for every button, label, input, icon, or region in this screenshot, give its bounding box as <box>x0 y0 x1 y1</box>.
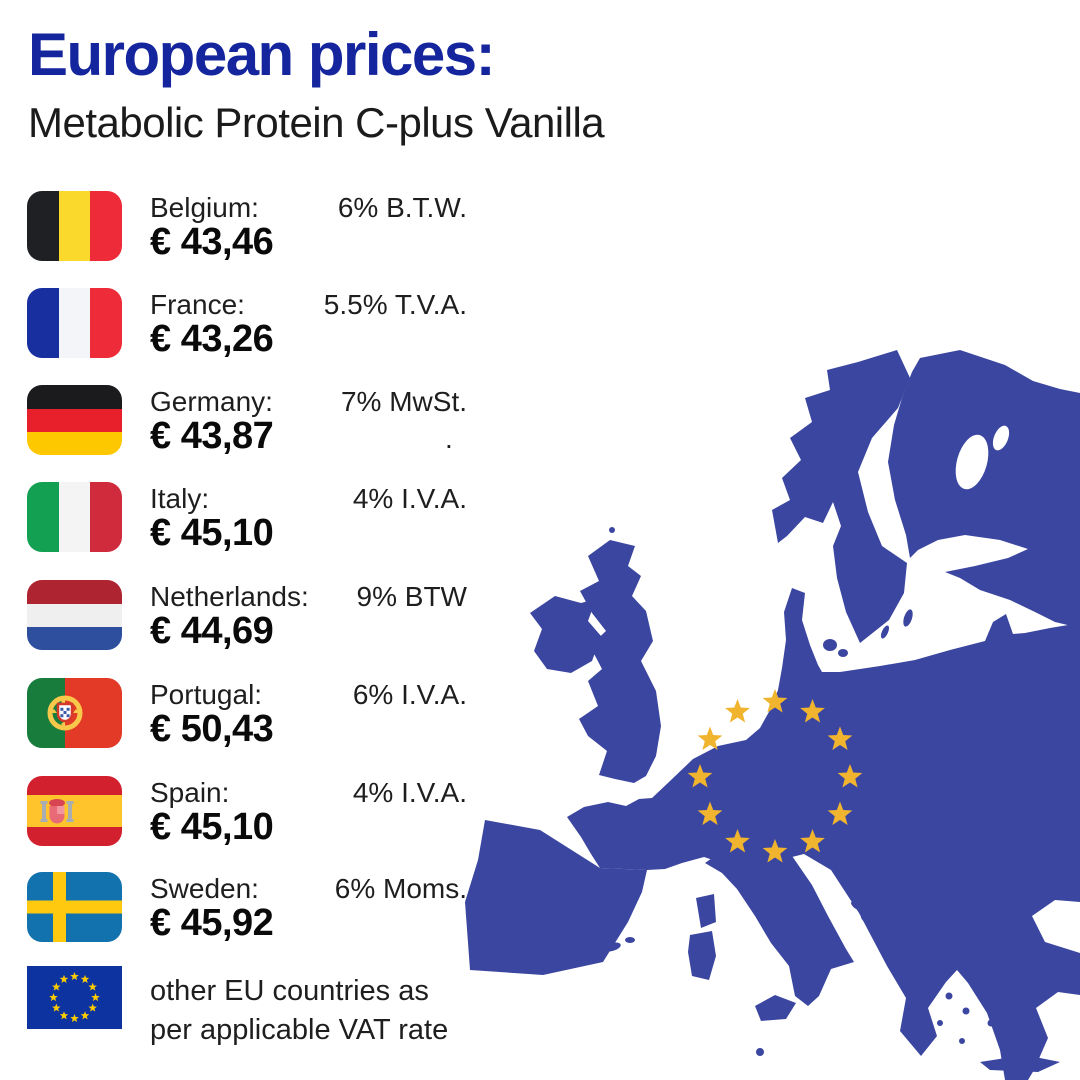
footer-row-eu: other EU countries as per applicable VAT… <box>27 966 467 1056</box>
vat-rate: 6% I.V.A. <box>352 679 467 710</box>
price-value: € 45,10 <box>150 512 274 554</box>
country-label: Germany: <box>150 386 273 417</box>
price-row-belgium: Belgium: 6% B.T.W. € 43,46 <box>27 191 467 263</box>
eu-flag-icon <box>27 966 122 1029</box>
price-value: € 45,92 <box>150 902 274 944</box>
vat-rate: 4% I.V.A. <box>352 483 467 514</box>
price-value: € 44,69 <box>150 610 274 652</box>
stray-period: . <box>445 423 453 454</box>
country-label: France: <box>150 289 245 320</box>
germany-flag-icon <box>27 385 122 455</box>
price-row-portugal: Portugal: 6% I.V.A. € 50,43 <box>27 678 467 750</box>
portugal-flag-icon <box>27 678 122 748</box>
europe-landmass <box>465 350 1080 1080</box>
country-label: Sweden: <box>150 873 259 904</box>
italy-flag-icon <box>27 482 122 552</box>
vat-rate: 6% Moms. <box>334 873 467 904</box>
footer-note-line1: other EU countries as <box>150 975 429 1007</box>
footer-note: other EU countries as per applicable VAT… <box>150 972 448 1050</box>
sweden-flag-icon <box>27 872 122 942</box>
price-row-spain: Spain: 4% I.V.A. € 45,10 <box>27 776 467 848</box>
price-value: € 43,87 <box>150 415 274 457</box>
price-row-sweden: Sweden: 6% Moms. € 45,92 <box>27 872 467 944</box>
country-label: Spain: <box>150 777 230 808</box>
page-subtitle: Metabolic Protein C-plus Vanilla <box>28 99 605 146</box>
finland-lakes <box>955 425 1010 490</box>
spain-flag-icon <box>27 776 122 846</box>
vat-rate: 4% I.V.A. <box>352 777 467 808</box>
vat-rate: 6% B.T.W. <box>337 192 467 223</box>
france-flag-icon <box>27 288 122 358</box>
vat-rate: 9% BTW <box>356 581 467 612</box>
price-row-germany: Germany: 7% MwSt. € 43,87 . <box>27 385 467 457</box>
country-label: Belgium: <box>150 192 259 223</box>
country-label: Netherlands: <box>150 581 309 612</box>
netherlands-flag-icon <box>27 580 122 650</box>
price-value: € 43,26 <box>150 318 274 360</box>
price-value: € 45,10 <box>150 806 274 848</box>
price-value: € 50,43 <box>150 708 274 750</box>
europe-map <box>465 350 1080 1080</box>
footer-note-line2: per applicable VAT rate <box>150 1014 449 1046</box>
belgium-flag-icon <box>27 191 122 261</box>
price-row-netherlands: Netherlands: 9% BTW € 44,69 <box>27 580 467 652</box>
price-value: € 43,46 <box>150 221 274 263</box>
vat-rate: 5.5% T.V.A. <box>323 289 467 320</box>
price-row-italy: Italy: 4% I.V.A. € 45,10 <box>27 482 467 554</box>
country-label: Italy: <box>150 483 210 514</box>
page-title: European prices: <box>28 21 496 88</box>
price-row-france: France: 5.5% T.V.A. € 43,26 <box>27 288 467 360</box>
country-label: Portugal: <box>150 679 263 710</box>
vat-rate: 7% MwSt. <box>340 386 467 417</box>
